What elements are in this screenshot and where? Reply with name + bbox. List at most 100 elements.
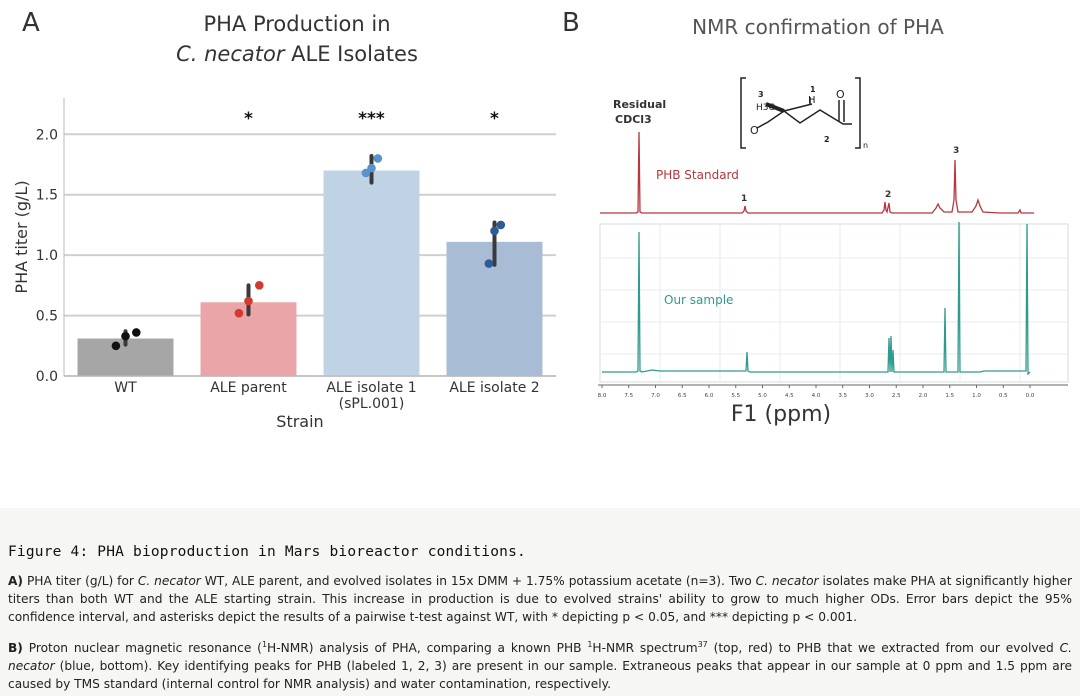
x-tick-label: ALE isolate 1: [326, 380, 416, 396]
caption-b-sup: 1: [261, 640, 268, 649]
caption-a-text: isolates make PHA at significantly highe…: [8, 574, 1072, 624]
nmr-title: NMR confirmation of PHA: [692, 15, 944, 39]
caption-paragraph-b: B) Proton nuclear magnetic resonance (1H…: [8, 636, 1072, 693]
peak-label-2: 2: [885, 190, 891, 200]
x-axis-label: Strain: [276, 412, 323, 431]
data-point: [111, 341, 121, 351]
sample-frame: [599, 223, 1069, 383]
nmr-tick-label: 2.0: [919, 393, 928, 399]
nmr-xlabel: F1 (ppm): [731, 402, 831, 427]
x-tick-label: ALE isolate 2: [449, 380, 539, 396]
structure-label-o-ether: O: [750, 124, 759, 137]
bar: [323, 170, 420, 376]
caption-b-italic: C. necator: [8, 641, 1073, 674]
caption-a-italic: C. necator: [137, 574, 201, 588]
caption-b-sup: 1: [587, 640, 593, 649]
nmr-tick-label: 8.0: [598, 393, 607, 399]
nmr-tick-label: 5.5: [731, 393, 740, 399]
label-our-sample: Our sample: [664, 293, 733, 307]
significance-marker: *: [244, 109, 253, 129]
caption-paragraph-a: A) PHA titer (g/L) for C. necator WT, AL…: [8, 572, 1072, 626]
nmr-tick-label: 2.5: [892, 393, 901, 399]
structure-label-1: 1: [810, 85, 816, 94]
axes: [63, 98, 556, 377]
x-tick-sublabel: (sPL.001): [339, 396, 405, 412]
chart-title-italic: C. necator: [176, 42, 286, 66]
caption-b-text: (blue, bottom). Key identifying peaks fo…: [8, 659, 1072, 692]
y-tick-label: 0.5: [36, 309, 58, 325]
caption-b-sup: 37: [697, 640, 708, 649]
caption-b-text: H-NMR) analysis of PHA, comparing a know…: [267, 641, 588, 656]
nmr-figure: NMR confirmation of PHA 3 1 H H3C O 2 O …: [598, 15, 1069, 427]
caption-a-text: PHA titer (g/L) for: [23, 574, 138, 588]
bar-chart: PHA Production in C. necator ALE Isolate…: [12, 12, 556, 431]
y-tick-label: 2.0: [36, 127, 58, 143]
nmr-tick-label: 5.0: [758, 393, 767, 399]
caption-a-text: WT, ALE parent, and evolved isolates in …: [200, 574, 756, 588]
y-tick-label: 0.0: [36, 369, 58, 385]
y-axis-label: PHA titer (g/L): [12, 180, 31, 293]
label-phb-standard: PHB Standard: [656, 168, 739, 182]
significance-marker: *: [490, 109, 499, 129]
nmr-tick-label: 6.0: [705, 393, 714, 399]
data-point: [490, 226, 499, 236]
phb-standard-spectrum: [600, 131, 1034, 214]
data-point: [496, 220, 506, 230]
panel-letter-a: A: [22, 8, 40, 38]
data-point: [234, 308, 244, 318]
data-points: [111, 154, 506, 351]
nmr-tick-label: 3.0: [865, 393, 874, 399]
significance-marker: ***: [358, 109, 385, 129]
nmr-x-axis: 8.0 7.5 7.0 6.5 6.0 5.5 5.0 4.5 4.0 3.5 3.0 2.5 2.0 1…: [598, 384, 1068, 399]
data-point: [484, 259, 494, 268]
caption-a-label: A): [8, 574, 24, 588]
figure-panel-a: A PHA Production in C. necator ALE Isola…: [0, 0, 560, 440]
panel-letter-b: B: [562, 8, 580, 38]
nmr-tick-label: 0.5: [999, 393, 1008, 399]
label-cdcl3: CDCl3: [615, 113, 652, 126]
figure-caption: Figure 4: PHA bioproduction in Mars bior…: [0, 508, 1080, 696]
peak-label-3: 3: [953, 146, 959, 156]
y-tick-label: 1.0: [36, 248, 58, 264]
nmr-tick-label: 1.0: [972, 393, 981, 399]
data-point: [373, 154, 383, 163]
nmr-tick-label: 4.0: [812, 393, 821, 399]
structure-label-3: 3: [758, 90, 764, 99]
nmr-tick-label: 4.5: [785, 393, 794, 399]
figure-panel-b: B NMR confirmation of PHA 3 1 H H3C O 2 …: [560, 0, 1080, 440]
caption-b-text: H-NMR spectrum: [592, 641, 698, 656]
phb-structure: [740, 77, 861, 149]
structure-label-o-carbonyl: O: [836, 88, 845, 101]
data-point: [361, 168, 371, 178]
chart-title-rest: ALE Isolates: [284, 42, 417, 66]
structure-label-h: H: [808, 95, 816, 106]
chart-title-line1: PHA Production in: [203, 12, 390, 36]
caption-b-label: B): [8, 641, 23, 656]
structure-label-n: n: [863, 141, 868, 150]
data-point: [132, 328, 141, 337]
structure-label-h3c: H3C: [756, 103, 775, 113]
x-tick-label: ALE parent: [210, 380, 287, 396]
caption-b-text: (top, red) to PHB that we extracted from…: [707, 641, 1060, 656]
sample-spectrum: [602, 221, 1031, 376]
data-point: [254, 281, 264, 290]
peak-label-1: 1: [741, 194, 747, 204]
label-residual: Residual: [613, 98, 666, 111]
data-point: [367, 163, 376, 173]
caption-title: Figure 4: PHA bioproduction in Mars bior…: [8, 544, 526, 560]
chart-title-line2: C. necator ALE Isolates: [176, 42, 418, 66]
caption-b-text: Proton nuclear magnetic resonance (: [22, 641, 262, 656]
nmr-tick-label: 7.0: [651, 393, 660, 399]
caption-a-italic: C. necator: [755, 574, 819, 588]
y-tick-label: 1.5: [36, 188, 58, 204]
nmr-tick-label: 3.5: [838, 393, 847, 399]
nmr-tick-label: 0.0: [1026, 393, 1035, 399]
bars: [77, 170, 543, 376]
nmr-tick-label: 1.5: [945, 393, 954, 399]
axis-labels: 0.0 0.5 1.0 1.5 2.0 WT ALE parent * ALE isolate …: [12, 109, 540, 431]
structure-label-2: 2: [824, 135, 830, 144]
data-point: [244, 296, 253, 306]
nmr-tick-label: 7.5: [624, 393, 633, 399]
data-point: [121, 331, 130, 341]
x-tick-label: WT: [114, 380, 137, 396]
